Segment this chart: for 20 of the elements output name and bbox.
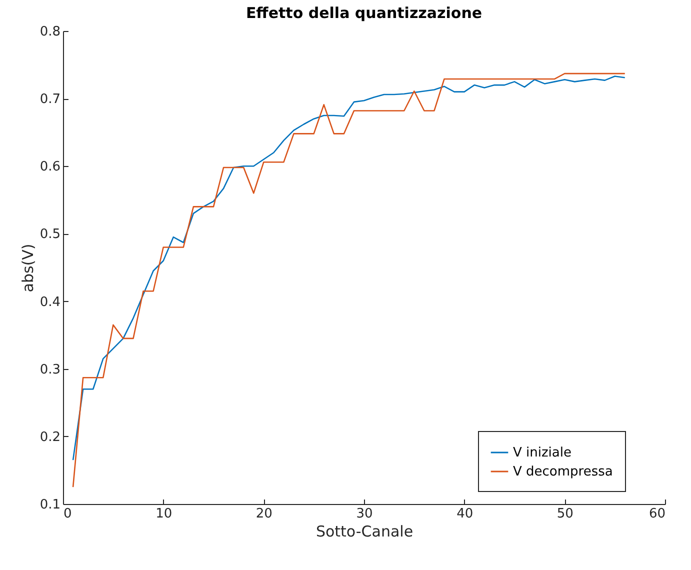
x-tick-label: 20 (256, 506, 272, 522)
x-axis-title: Sotto-Canale (316, 522, 414, 540)
y-tick-label: 0.6 (40, 160, 60, 175)
y-axis-title: abs(V) (18, 244, 37, 292)
legend-label: V decompressa (513, 464, 613, 480)
y-tick-label: 0.7 (40, 92, 60, 108)
x-tick-label: 40 (456, 506, 474, 522)
x-tick-label: 30 (356, 506, 373, 522)
chart-title: Effetto della quantizzazione (246, 4, 482, 22)
y-tick-label: 0.8 (40, 24, 60, 40)
legend-label: V iniziale (513, 446, 572, 460)
y-tick-label: 0.1 (40, 498, 60, 512)
y-tick-label: 0.5 (40, 227, 60, 242)
y-tick-label: 0.2 (40, 430, 60, 445)
x-tick-label: 50 (556, 506, 574, 522)
x-tick-label: 60 (648, 506, 666, 522)
x-tick-label: 10 (156, 506, 172, 522)
y-tick-label: 0.3 (40, 362, 60, 378)
y-tick-label: 0.4 (40, 294, 60, 310)
x-tick-label: 0 (64, 506, 72, 522)
